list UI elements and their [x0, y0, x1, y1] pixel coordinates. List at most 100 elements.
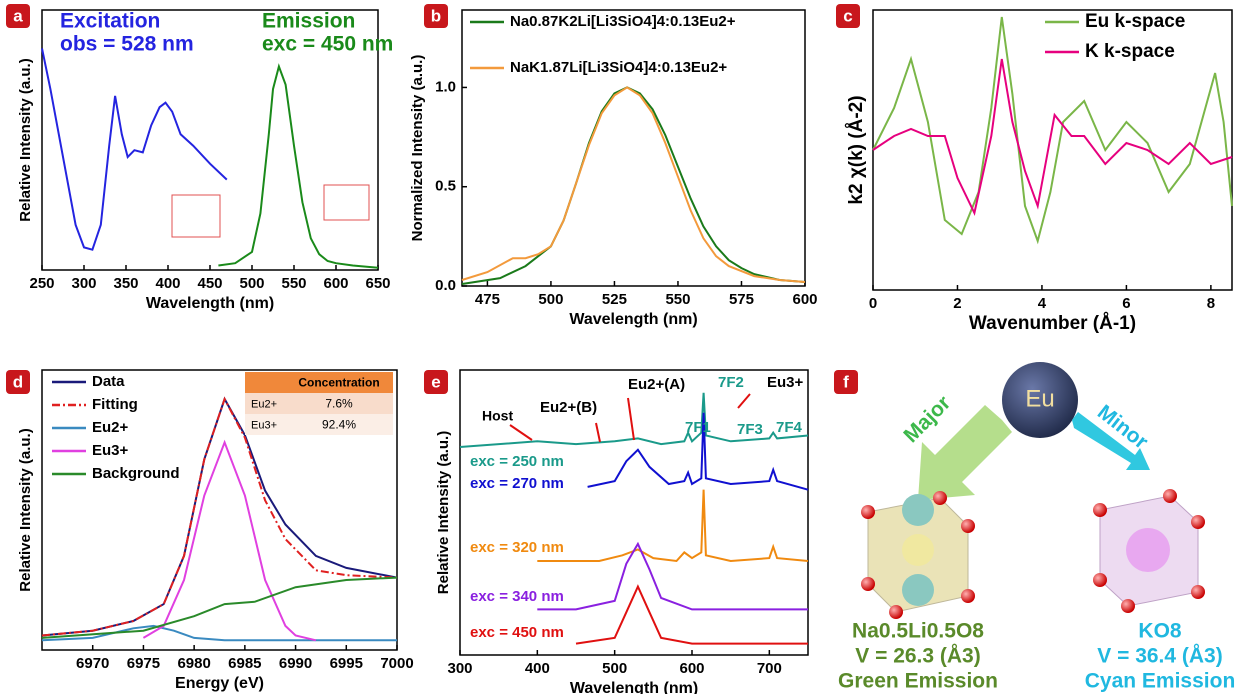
annotation: 7F2: [718, 374, 744, 391]
o-atom: [1191, 585, 1205, 599]
series-line: [537, 544, 808, 610]
o-atom: [861, 505, 875, 519]
table-cell: Eu3+: [251, 419, 277, 431]
x-tick-label: 6970: [76, 655, 109, 672]
x-tick-label: 0: [869, 295, 877, 312]
series-line: [873, 59, 1232, 213]
o-atom: [961, 519, 975, 533]
y-axis-label: k2 χ(k) (Å-2): [846, 95, 867, 204]
x-tick-label: 4: [1038, 295, 1047, 312]
x-tick-label: 250: [29, 275, 54, 292]
x-tick-label: 650: [365, 275, 390, 292]
y-axis-label: Relative Intensity (a.u.): [435, 431, 452, 594]
o-atom: [1163, 489, 1177, 503]
panel-label: a: [13, 6, 23, 25]
x-axis-label: Energy (eV): [175, 675, 264, 692]
series-label: exc = 320 nm: [470, 539, 564, 556]
x-axis-label: Wavenumber (Å-1): [969, 313, 1136, 334]
series-label: exc = 250 nm: [470, 453, 564, 470]
diagram: f Eu Major Minor Na0.5Li0.5O8 V = 26.3 (…: [834, 362, 1235, 693]
panel-label: f: [843, 372, 849, 391]
series-line: [537, 490, 808, 561]
x-axis-label: Wavelength (nm): [146, 295, 274, 312]
o-atom: [1093, 573, 1107, 587]
annotation: Host: [482, 408, 513, 424]
o-atom: [861, 577, 875, 591]
pointer-arrow: [510, 425, 532, 440]
series-line: [462, 87, 805, 284]
o-atom: [1121, 599, 1135, 613]
x-tick-label: 8: [1207, 295, 1215, 312]
x-tick-label: 6985: [228, 655, 261, 672]
y-axis-label: Relative Intensity (a.u.): [17, 58, 34, 221]
legend-label: Eu2+: [92, 419, 129, 436]
x-tick-label: 400: [155, 275, 180, 292]
series-line: [42, 626, 397, 640]
table-header-label: Concentration: [298, 376, 379, 390]
atom: [902, 574, 934, 606]
table-cell: 92.4%: [322, 418, 356, 432]
annotation: 7F3: [737, 421, 763, 438]
right-volume: V = 36.4 (Å3): [1097, 644, 1222, 668]
o-atom: [889, 605, 903, 619]
legend-label: Na0.87K2Li[Li3SiO4]4:0.13Eu2+: [510, 13, 736, 30]
right-formula: KO8: [1138, 620, 1182, 643]
series-line: [576, 587, 808, 644]
eu-label: Eu: [1025, 385, 1054, 412]
left-emission: Green Emission: [838, 670, 998, 693]
x-tick-label: 7000: [380, 655, 413, 672]
left-volume: V = 26.3 (Å3): [855, 644, 980, 668]
x-tick-label: 600: [323, 275, 348, 292]
x-axis-label: Wavelength (nm): [569, 311, 697, 328]
page: {"chart_data": [ {"type": "line", "panel…: [0, 0, 1239, 694]
x-tick-label: 2: [953, 295, 961, 312]
annotation: 7F1: [685, 419, 711, 436]
panel-label: e: [431, 372, 440, 391]
o-atom: [1191, 515, 1205, 529]
x-tick-label: 600: [792, 291, 817, 308]
series-label: exc = 270 nm: [470, 475, 564, 492]
x-tick-label: 450: [197, 275, 222, 292]
x-tick-label: 500: [602, 660, 627, 677]
series-line: [42, 48, 227, 249]
atom: [902, 494, 934, 526]
inset-box: [324, 185, 369, 220]
series-line: [218, 67, 378, 268]
table-cell: 7.6%: [325, 397, 353, 411]
legend-label: Fitting: [92, 396, 138, 413]
atom: [902, 534, 934, 566]
series-label: exc = 450 nm: [470, 624, 564, 641]
annotation: Eu2+(B): [540, 399, 597, 416]
series-label: Emission: [262, 10, 355, 33]
k-atom: [1126, 528, 1170, 572]
x-tick-label: 500: [239, 275, 264, 292]
annotation: obs = 528 nm: [60, 33, 194, 56]
pointer-arrow: [628, 398, 634, 440]
legend-label: K k-space: [1085, 41, 1175, 62]
panel-label: d: [13, 372, 23, 391]
series-line: [462, 87, 805, 282]
right-emission: Cyan Emission: [1085, 670, 1236, 693]
x-tick-label: 6980: [177, 655, 210, 672]
panel-label: b: [431, 6, 441, 25]
x-tick-label: 500: [538, 291, 563, 308]
inset-box: [172, 195, 220, 237]
annotation: exc = 450 nm: [262, 33, 393, 56]
pointer-arrow: [596, 423, 600, 442]
x-tick-label: 350: [113, 275, 138, 292]
legend-label: Background: [92, 465, 180, 482]
x-tick-label: 6: [1122, 295, 1130, 312]
y-tick-label: 1.0: [435, 78, 456, 95]
y-tick-label: 0.5: [435, 178, 456, 195]
pointer-arrow: [738, 394, 750, 408]
major-label: Major: [899, 391, 955, 447]
panel-label: c: [843, 6, 852, 25]
annotation: 7F4: [776, 419, 803, 436]
x-tick-label: 550: [281, 275, 306, 292]
o-atom: [961, 589, 975, 603]
series-line: [42, 578, 397, 638]
x-tick-label: 300: [71, 275, 96, 292]
x-axis-label: Wavelength (nm): [570, 680, 698, 694]
series-label: Excitation: [60, 10, 160, 33]
series-label: exc = 340 nm: [470, 588, 564, 605]
